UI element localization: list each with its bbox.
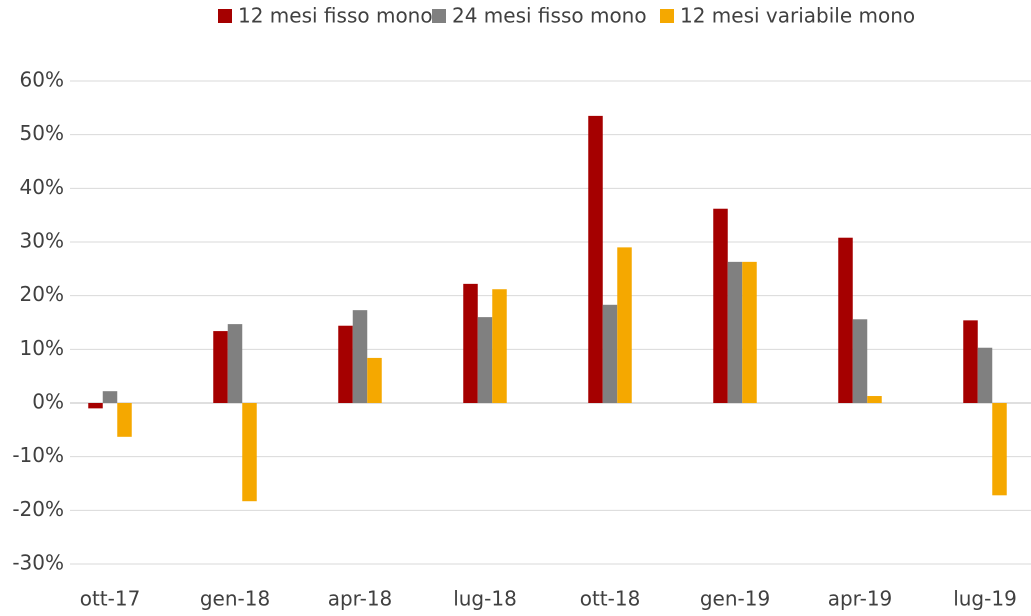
legend-swatch <box>218 9 232 23</box>
y-tick-label: 60% <box>20 68 64 92</box>
x-tick-label: gen-19 <box>700 587 770 611</box>
bar <box>227 324 243 403</box>
bar <box>713 208 728 403</box>
x-tick-label: apr-18 <box>328 587 393 611</box>
bar <box>352 310 368 403</box>
bar <box>102 391 118 403</box>
bar <box>463 283 478 403</box>
y-tick-label: -30% <box>12 551 64 575</box>
bar <box>602 304 618 403</box>
bar <box>867 396 882 403</box>
y-tick-label: 40% <box>20 175 64 199</box>
y-tick-label: 0% <box>32 390 64 414</box>
y-tick-label: -20% <box>12 497 64 521</box>
x-tick-label: ott-18 <box>580 587 641 611</box>
legend-label: 12 mesi fisso mono <box>238 4 433 28</box>
y-tick-label: -10% <box>12 443 64 467</box>
bar <box>88 403 103 409</box>
bar <box>588 115 603 403</box>
legend-label: 24 mesi fisso mono <box>452 4 647 28</box>
bar <box>117 403 132 437</box>
bar <box>213 331 228 403</box>
x-tick-label: lug-19 <box>953 587 1017 611</box>
bar <box>242 403 257 502</box>
bar <box>963 320 978 403</box>
bar <box>727 261 743 403</box>
x-tick-label: apr-19 <box>828 587 893 611</box>
bar <box>977 347 993 403</box>
bar <box>492 289 507 403</box>
x-tick-label: gen-18 <box>200 587 270 611</box>
bar <box>477 317 493 403</box>
y-tick-label: 20% <box>20 282 64 306</box>
y-tick-label: 10% <box>20 336 64 360</box>
y-tick-label: 50% <box>20 121 64 145</box>
y-tick-label: 30% <box>20 229 64 253</box>
legend-label: 12 mesi variabile mono <box>680 4 915 28</box>
bar <box>992 403 1007 496</box>
bar <box>742 261 757 403</box>
bar <box>852 319 868 403</box>
bar <box>838 237 853 403</box>
legend-swatch <box>432 9 446 23</box>
bar <box>367 357 382 403</box>
x-tick-label: ott-17 <box>80 587 141 611</box>
legend-swatch <box>660 9 674 23</box>
x-tick-label: lug-18 <box>453 587 517 611</box>
bar <box>338 325 353 403</box>
bar <box>617 247 632 403</box>
